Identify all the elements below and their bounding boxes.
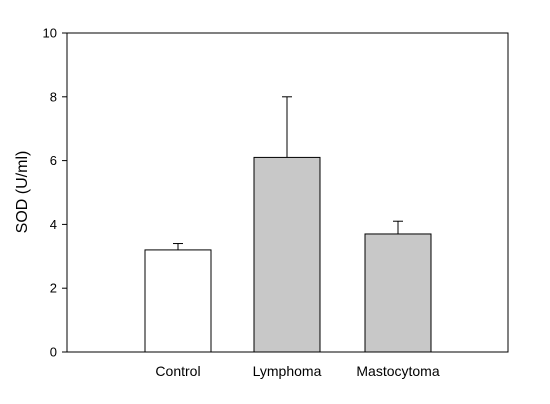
y-axis-title: SOD (U/ml) — [14, 151, 31, 234]
y-tick-label: 2 — [50, 281, 57, 296]
x-category-label: Lymphoma — [253, 363, 322, 379]
x-category-label: Mastocytoma — [356, 363, 439, 379]
y-tick-label: 10 — [43, 26, 57, 41]
x-category-label: Control — [155, 363, 200, 379]
y-axis-ticks: 0 2 4 6 8 10 — [43, 26, 67, 360]
error-bar-lymphoma — [282, 96, 292, 158]
error-bar-control — [173, 243, 183, 250]
error-bar-mastocytoma — [393, 220, 403, 234]
y-tick-label: 4 — [50, 217, 57, 232]
y-tick-label: 8 — [50, 89, 57, 104]
x-axis-labels: Control Lymphoma Mastocytoma — [155, 363, 439, 379]
bar-mastocytoma — [364, 233, 432, 353]
bar-control — [144, 249, 212, 353]
y-tick-label: 6 — [50, 153, 57, 168]
error-bars — [173, 96, 403, 250]
bar-lymphoma — [253, 156, 321, 353]
bars — [144, 156, 432, 353]
y-tick-label: 0 — [50, 345, 57, 360]
